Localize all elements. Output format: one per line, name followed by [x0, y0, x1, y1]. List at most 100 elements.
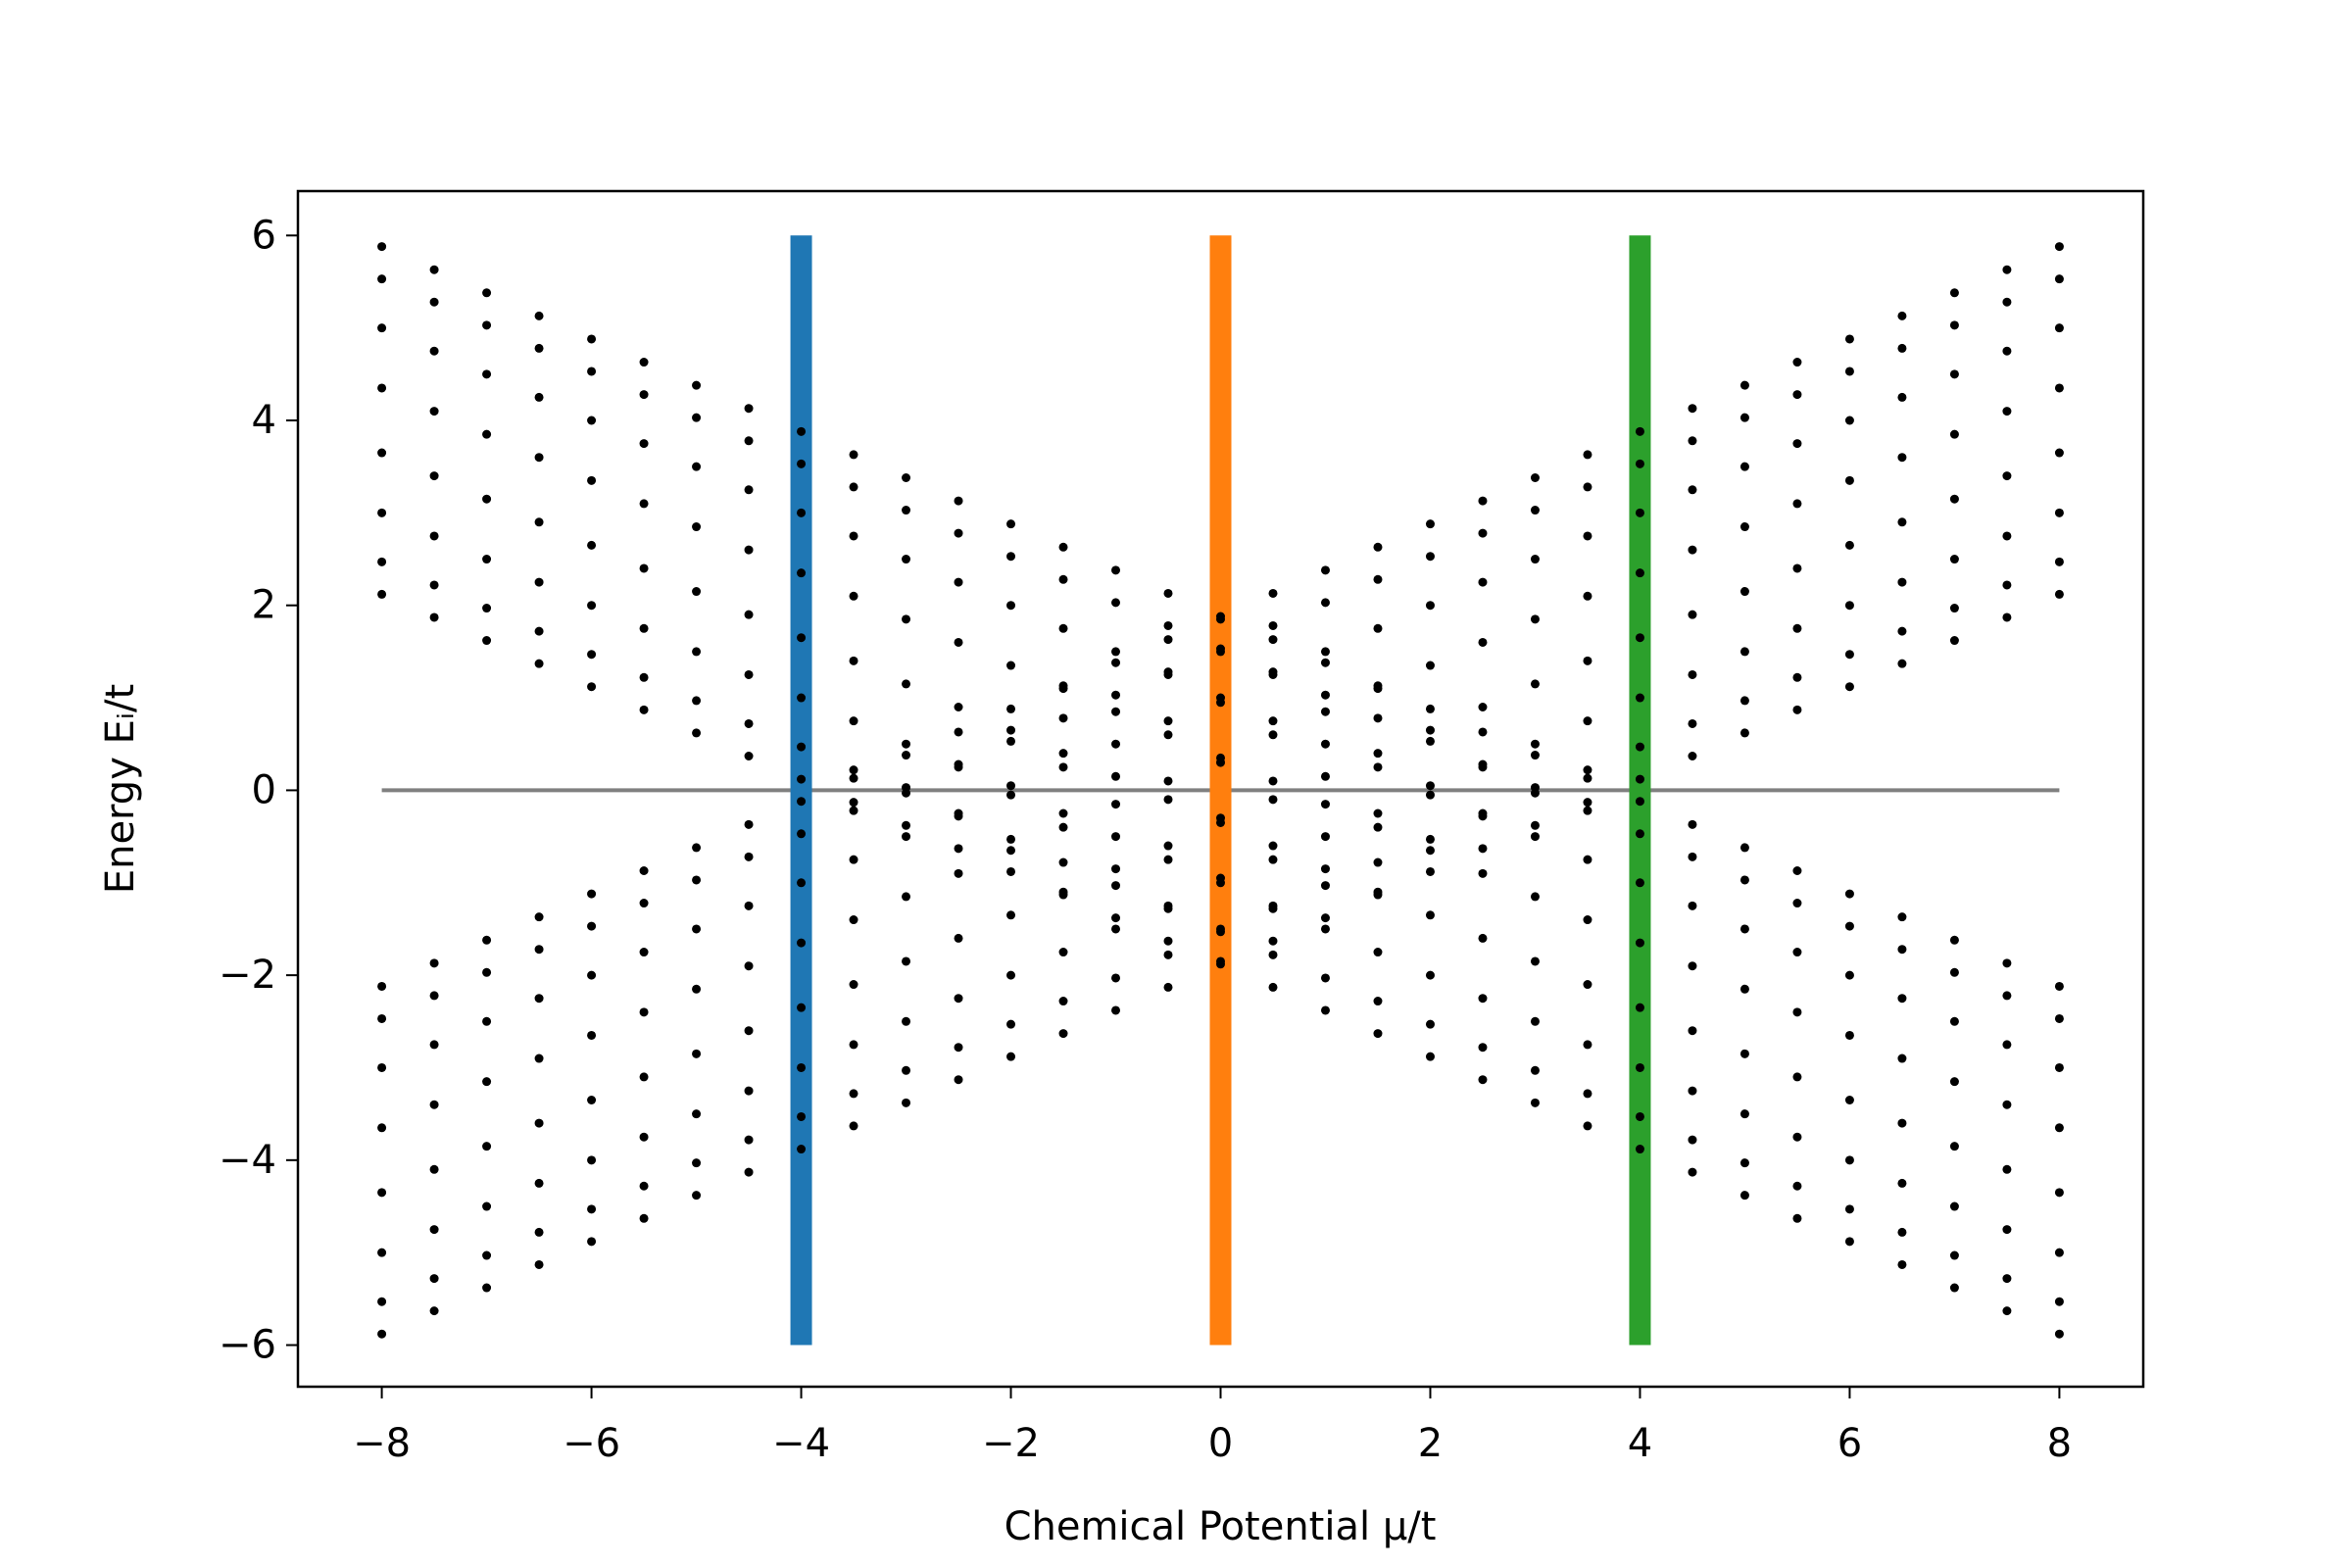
eigen-point: [1058, 749, 1068, 759]
eigen-point: [2002, 612, 2012, 622]
eigen-point: [1792, 1181, 1802, 1191]
eigen-point: [482, 1250, 492, 1260]
eigen-point: [902, 788, 911, 798]
eigen-point: [1688, 901, 1697, 910]
eigen-point: [1583, 482, 1592, 492]
eigen-point: [1216, 813, 1225, 823]
eigen-point: [1216, 647, 1225, 657]
eigen-point: [1373, 822, 1383, 832]
eigen-point: [377, 981, 387, 991]
eigen-point: [692, 1049, 702, 1058]
eigen-point: [639, 358, 649, 368]
eigen-point: [1058, 1029, 1068, 1039]
eigen-point: [1163, 950, 1173, 959]
eigen-point: [534, 945, 544, 955]
eigen-point: [639, 948, 649, 957]
eigen-point: [429, 265, 439, 274]
eigen-point: [1897, 659, 1907, 668]
eigen-point: [2054, 557, 2064, 566]
eigen-point: [797, 633, 807, 643]
eigen-point: [1740, 413, 1749, 422]
eigen-point: [1530, 679, 1540, 689]
eigen-point: [1163, 588, 1173, 598]
eigen-point: [1268, 588, 1278, 598]
eigen-point: [534, 626, 544, 636]
eigen-point: [587, 650, 597, 660]
eigen-point: [692, 1158, 702, 1168]
eigen-point: [1478, 1075, 1488, 1085]
eigen-point: [1740, 843, 1749, 853]
eigen-point: [1897, 1178, 1907, 1188]
eigen-point: [1635, 1111, 1644, 1121]
eigen-point: [1320, 800, 1330, 809]
eigen-point: [1320, 832, 1330, 842]
eigen-point: [744, 545, 754, 555]
eigen-point: [534, 453, 544, 463]
eigen-point: [1163, 841, 1173, 851]
eigen-point: [1320, 658, 1330, 667]
eigen-point: [377, 1123, 387, 1133]
eigen-point: [1111, 924, 1121, 934]
eigen-point: [1373, 1029, 1383, 1039]
eigen-point: [377, 274, 387, 284]
eigen-point: [377, 1329, 387, 1339]
eigen-point: [1688, 610, 1697, 619]
eigen-point: [1373, 762, 1383, 772]
eigen-point: [534, 517, 544, 527]
eigen-point: [797, 774, 807, 784]
eigen-point: [1583, 915, 1592, 925]
eigen-point: [1216, 614, 1225, 624]
eigen-point: [1583, 656, 1592, 665]
eigen-point: [587, 889, 597, 899]
eigen-point: [849, 1040, 858, 1050]
eigen-point: [954, 844, 963, 854]
eigen-point: [1583, 855, 1592, 864]
y-tick-label: 0: [252, 767, 276, 812]
eigen-point: [1058, 542, 1068, 552]
eigen-point: [1792, 564, 1802, 573]
eigen-point: [902, 555, 911, 564]
eigen-point: [1949, 604, 1959, 613]
eigen-point: [2002, 265, 2012, 274]
eigen-point: [1583, 1121, 1592, 1131]
eigen-point: [902, 739, 911, 749]
eigen-point: [587, 367, 597, 376]
eigen-point: [1006, 970, 1016, 980]
eigen-point: [1792, 390, 1802, 400]
eigen-point: [692, 462, 702, 471]
eigen-point: [1478, 933, 1488, 943]
eigen-point: [482, 1201, 492, 1211]
eigen-point: [534, 912, 544, 922]
eigen-point: [1425, 725, 1435, 735]
eigen-point: [587, 601, 597, 611]
eigen-point: [954, 933, 963, 943]
eigen-point: [1792, 899, 1802, 908]
eigen-point: [1792, 672, 1802, 682]
eigen-point: [429, 958, 439, 968]
eigen-point: [1897, 453, 1907, 463]
eigen-point: [1058, 822, 1068, 832]
eigen-point: [1268, 936, 1278, 946]
eigen-point: [1111, 832, 1121, 842]
plot-frame: [296, 189, 2145, 1389]
eigen-point: [1792, 439, 1802, 449]
eigen-point: [1006, 781, 1016, 791]
eigen-point: [1688, 1135, 1697, 1145]
eigen-point: [1792, 358, 1802, 368]
eigen-point: [849, 855, 858, 864]
eigen-point: [1897, 994, 1907, 1004]
eigen-point: [1425, 601, 1435, 611]
eigen-point: [1111, 913, 1121, 923]
eigen-point: [1583, 716, 1592, 726]
eigen-point: [954, 577, 963, 587]
eigen-point: [954, 702, 963, 711]
eigen-point: [2002, 958, 2012, 968]
eigen-point: [482, 1142, 492, 1152]
eigen-point: [954, 1075, 963, 1085]
eigen-point: [797, 829, 807, 839]
eigen-point: [1111, 1005, 1121, 1015]
eigen-point: [1268, 635, 1278, 645]
eigen-point: [1058, 713, 1068, 723]
eigen-point: [1530, 956, 1540, 966]
eigen-point: [2002, 346, 2012, 356]
